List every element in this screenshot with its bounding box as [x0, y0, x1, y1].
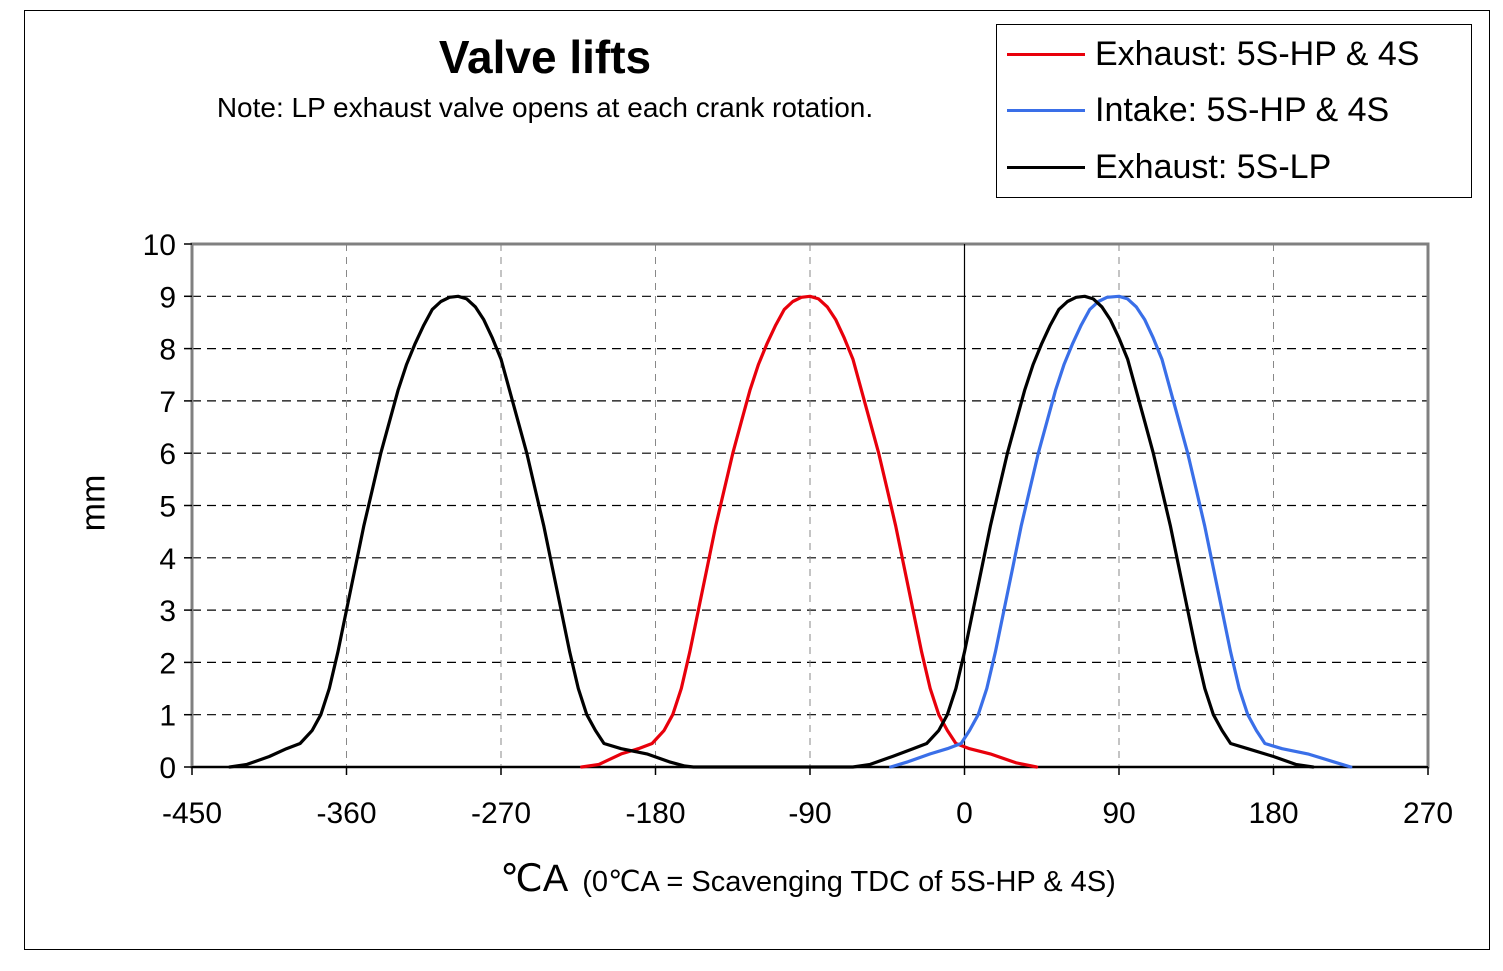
legend-swatch-exhaust-lp — [1007, 165, 1085, 169]
series-line-2 — [228, 294, 1315, 769]
x-axis-label: ℃A — [500, 858, 569, 900]
legend-label-exhaust-hp: Exhaust: 5S-HP & 4S — [1095, 34, 1420, 73]
series-line-0 — [580, 294, 1039, 769]
y-tick-label-9: 9 — [159, 281, 176, 314]
y-tick-label-7: 7 — [159, 386, 176, 419]
legend-swatch-exhaust-hp — [1007, 52, 1085, 56]
chart-subtitle: Note: LP exhaust valve opens at each cra… — [216, 92, 874, 123]
y-tick-label-8: 8 — [159, 334, 176, 367]
grid-layer — [192, 244, 1428, 767]
x-tick-label-0: 0 — [956, 797, 973, 830]
y-tick-label-5: 5 — [159, 491, 176, 524]
legend-item-exhaust-hp: Exhaust: 5S-HP & 4S — [1007, 34, 1419, 74]
x-tick-label--270: -270 — [471, 797, 531, 830]
x-tick-label-270: 270 — [1403, 797, 1453, 830]
ticks-layer: 0 1 2 3 4 5 6 7 8 9 10 -450 -360 -270 -180 -90 0 90 180 270 — [143, 229, 1453, 830]
y-tick-label-6: 6 — [159, 438, 176, 471]
y-tick-label-2: 2 — [159, 647, 176, 680]
legend-label-intake-hp: Intake: 5S-HP & 4S — [1095, 90, 1390, 129]
y-tick-label-0: 0 — [159, 752, 176, 785]
chart-frame — [24, 10, 1490, 950]
y-tick-label-1: 1 — [159, 700, 176, 733]
x-tick-label--450: -450 — [162, 797, 222, 830]
series-layer — [228, 294, 1353, 769]
y-tick-label-3: 3 — [159, 595, 176, 628]
legend-item-exhaust-lp: Exhaust: 5S-LP — [1007, 147, 1331, 187]
x-tick-label--180: -180 — [625, 797, 685, 830]
y-tick-label-4: 4 — [159, 543, 176, 576]
x-tick-label-180: 180 — [1248, 797, 1298, 830]
legend-swatch-intake-hp — [1007, 108, 1085, 112]
y-tick-label-10: 10 — [143, 229, 176, 262]
x-tick-label-90: 90 — [1102, 797, 1135, 830]
x-tick-label--90: -90 — [788, 797, 831, 830]
x-axis-label-note: (0℃A = Scavenging TDC of 5S-HP & 4S) — [582, 866, 1116, 898]
y-axis-label: mm — [74, 474, 113, 532]
chart-title: Valve lifts — [438, 31, 652, 83]
legend-label-exhaust-lp: Exhaust: 5S-LP — [1095, 147, 1332, 186]
x-tick-label--360: -360 — [316, 797, 376, 830]
legend-item-intake-hp: Intake: 5S-HP & 4S — [1007, 90, 1389, 130]
chart-legend: Exhaust: 5S-HP & 4S Intake: 5S-HP & 4S E… — [996, 24, 1472, 198]
x-axis-label-group: ℃A (0℃A = Scavenging TDC of 5S-HP & 4S) — [500, 856, 1116, 901]
series-line-1 — [889, 294, 1353, 769]
